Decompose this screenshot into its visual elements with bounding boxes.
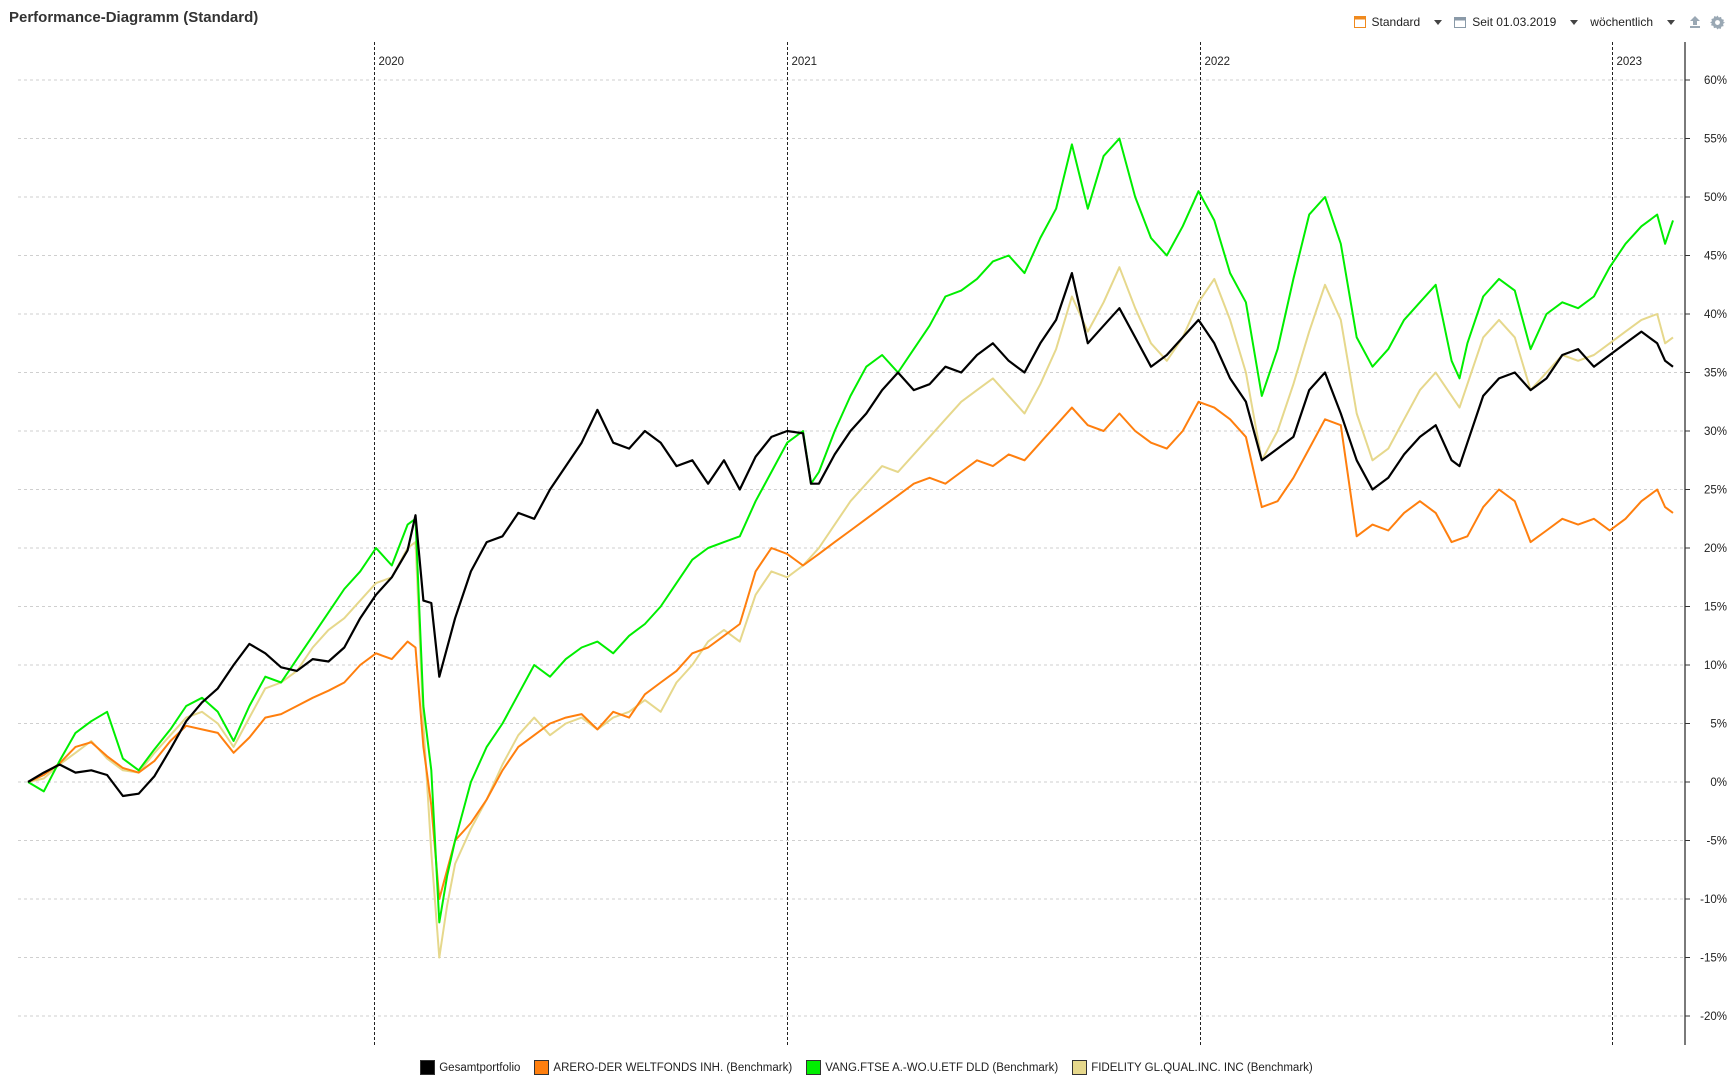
period-selector[interactable]: Seit 01.03.2019 [1454, 15, 1584, 29]
page-title: Performance-Diagramm (Standard) [9, 9, 259, 26]
y-tick-label: 30% [1704, 426, 1727, 438]
y-tick-label: 15% [1704, 602, 1727, 614]
legend-label: Gesamtportfolio [439, 1061, 521, 1074]
chevron-down-icon [1570, 19, 1579, 25]
period-label: Seit 01.03.2019 [1472, 15, 1557, 29]
year-marker-label: 2023 [1617, 56, 1643, 68]
legend-item-arero[interactable]: ARERO-DER WELTFONDS INH. (Benchmark) [534, 1060, 792, 1075]
y-tick-label: 5% [1710, 719, 1727, 731]
interval-selector[interactable]: wöchentlich [1590, 15, 1681, 29]
legend-swatch [806, 1060, 822, 1075]
chart-view-icon [1353, 16, 1366, 28]
year-marker-label: 2020 [379, 56, 405, 68]
legend-swatch [534, 1060, 550, 1075]
y-tick-label: 0% [1710, 777, 1727, 789]
y-tick-label: 25% [1704, 485, 1727, 497]
y-axis: -20% -15% -10% -5% 0% 5% 10% 15% 20% 25% 30% 35% 40%… [1684, 42, 1727, 1045]
legend-item-vanguard[interactable]: VANG.FTSE A.-WO.U.ETF DLD (Benchmark) [806, 1060, 1058, 1075]
chevron-down-icon [1434, 19, 1443, 25]
y-tick-label: 55% [1704, 134, 1727, 146]
y-tick-label: -20% [1700, 1011, 1727, 1023]
series-lines [27, 137, 1674, 959]
legend-label: ARERO-DER WELTFONDS INH. (Benchmark) [553, 1061, 793, 1074]
y-tick-label: -15% [1700, 953, 1727, 965]
year-marker-label: 2022 [1205, 56, 1231, 68]
y-tick-label: 35% [1704, 368, 1727, 380]
series-line-2 [27, 137, 1674, 924]
y-tick-label: 20% [1704, 543, 1727, 555]
year-marker-label: 2021 [792, 56, 818, 68]
performance-chart: 2020 2021 2022 2023 -20% -15% -10% -5% 0% 5% 10% 1… [18, 42, 1727, 1045]
gridlines [18, 79, 1685, 1017]
interval-label: wöchentlich [1590, 15, 1653, 29]
chart-toolbar: Standard Seit 01.03.2019 wöchentlich [1353, 12, 1725, 32]
calendar-icon [1454, 16, 1467, 28]
gear-icon[interactable] [1709, 14, 1725, 30]
legend-swatch [420, 1060, 436, 1075]
series-line-1 [27, 400, 1674, 900]
y-tick-label: 10% [1704, 660, 1727, 672]
legend-item-gesamtportfolio[interactable]: Gesamtportfolio [420, 1060, 520, 1075]
y-tick-label: -5% [1707, 836, 1727, 848]
legend-label: VANG.FTSE A.-WO.U.ETF DLD (Benchmark) [825, 1061, 1059, 1074]
y-tick-label: 40% [1704, 309, 1727, 321]
y-tick-label: 45% [1704, 251, 1727, 263]
series-line-0 [27, 272, 1674, 798]
y-tick-label: -10% [1700, 894, 1727, 906]
legend-item-fidelity[interactable]: FIDELITY GL.QUAL.INC. INC (Benchmark) [1072, 1060, 1313, 1075]
legend-swatch [1072, 1060, 1088, 1075]
y-tick-label: 60% [1704, 75, 1727, 87]
view-selector[interactable]: Standard [1353, 15, 1449, 29]
series-line-3 [27, 266, 1674, 959]
chart-legend: Gesamtportfolio ARERO-DER WELTFONDS INH.… [0, 1060, 1733, 1075]
y-tick-label: 50% [1704, 192, 1727, 204]
legend-label: FIDELITY GL.QUAL.INC. INC (Benchmark) [1091, 1061, 1313, 1074]
year-markers: 2020 2021 2022 2023 [374, 42, 1643, 1045]
export-icon[interactable] [1687, 14, 1703, 30]
view-label: Standard [1371, 15, 1421, 29]
chevron-down-icon [1667, 19, 1675, 25]
